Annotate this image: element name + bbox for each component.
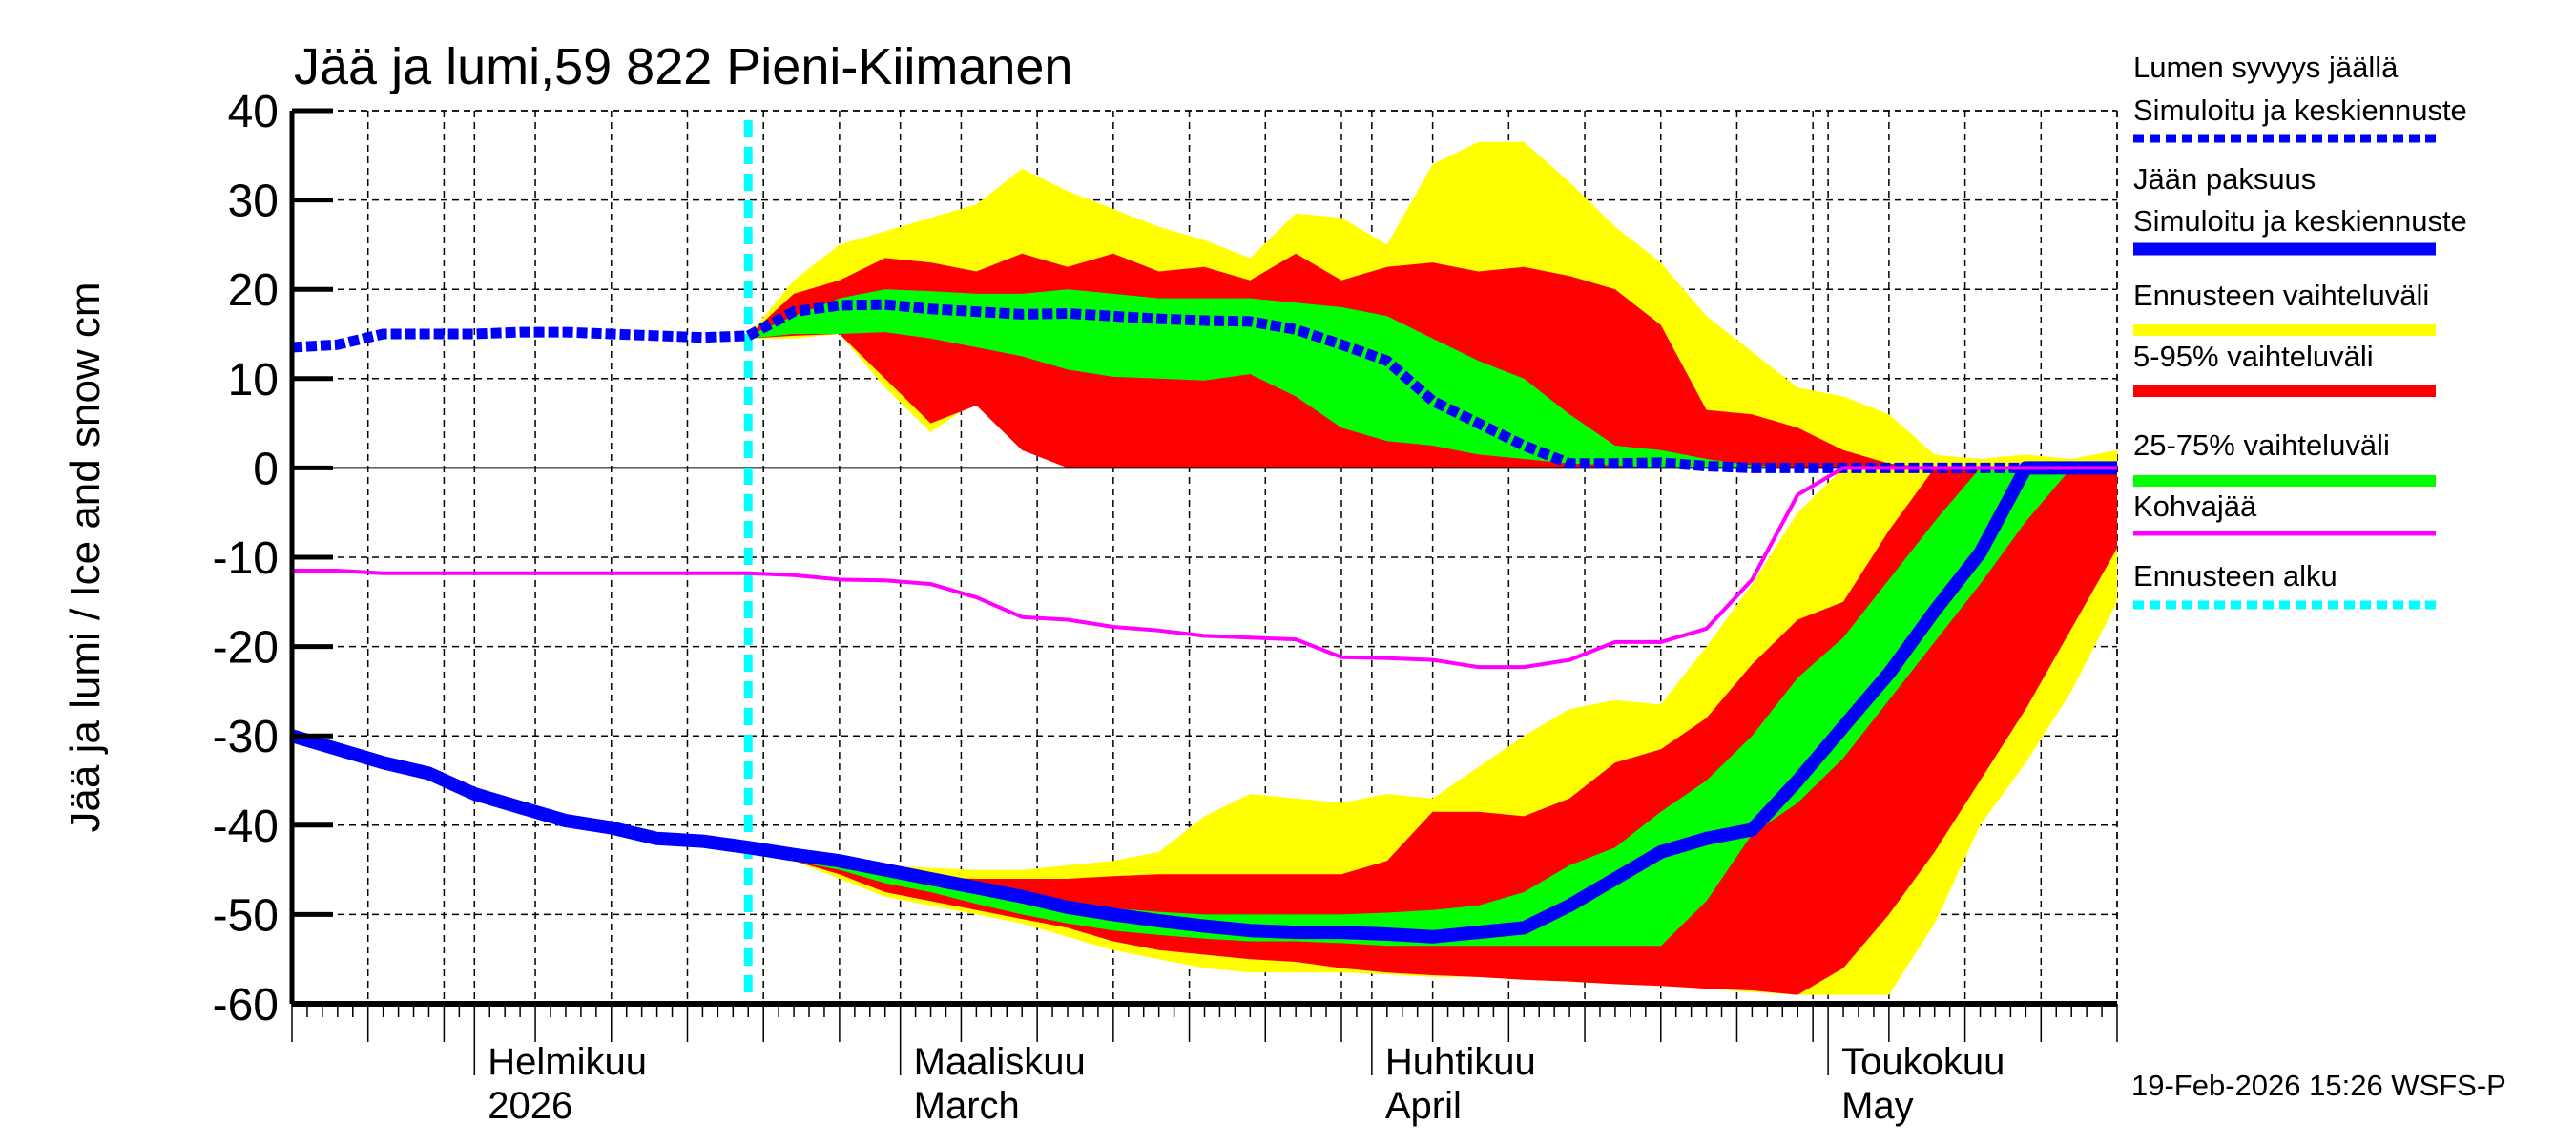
x-month-sublabel: May bbox=[1841, 1085, 1914, 1127]
chart-title: Jää ja lumi,59 822 Pieni-Kiimanen bbox=[294, 38, 1072, 95]
x-month-label: Helmikuu bbox=[488, 1041, 647, 1083]
legend-sublabel: Simuloitu ja keskiennuste bbox=[2133, 94, 2467, 127]
legend-label: Kohvajää bbox=[2133, 489, 2257, 523]
legend: Lumen syvyys jäällä Simuloitu ja keskienn… bbox=[2133, 51, 2467, 610]
x-month-label: Huhtikuu bbox=[1385, 1041, 1536, 1083]
series-snow-line bbox=[291, 299, 2117, 473]
x-month-label: Maaliskuu bbox=[914, 1041, 1086, 1083]
legend-label: 25-75% vaihteluväli bbox=[2133, 428, 2390, 462]
legend-label: 5-95% vaihteluväli bbox=[2133, 340, 2374, 373]
x-month-sublabel: 2026 bbox=[488, 1085, 572, 1127]
y-tick-label: -10 bbox=[213, 533, 279, 584]
x-month-sublabel: March bbox=[914, 1085, 1020, 1127]
forecast-bands bbox=[748, 141, 2117, 995]
series-kohva-line bbox=[292, 466, 2117, 670]
y-axis-label: Jää ja lumi / Ice and snow cm bbox=[62, 281, 109, 832]
y-tick-label: 30 bbox=[228, 177, 279, 227]
y-tick-label: 40 bbox=[228, 87, 279, 137]
y-tick-label: 20 bbox=[228, 265, 279, 316]
y-tick-label: -20 bbox=[213, 623, 279, 674]
x-month-label: Toukokuu bbox=[1841, 1041, 2005, 1083]
legend-sublabel: Simuloitu ja keskiennuste bbox=[2133, 204, 2467, 238]
series-ice-line bbox=[290, 461, 2117, 944]
band-range-5-95-4 bbox=[748, 468, 2117, 995]
legend-label: Ennusteen alku bbox=[2133, 559, 2337, 593]
x-month-sublabel: April bbox=[1385, 1085, 1462, 1127]
band-range-25-75-2 bbox=[748, 289, 2117, 468]
series-lines bbox=[290, 120, 2117, 1004]
y-tick-label: -60 bbox=[213, 980, 279, 1030]
y-tick-label: 10 bbox=[228, 355, 279, 406]
y-tick-label: -40 bbox=[213, 802, 279, 852]
timestamp: 19-Feb-2026 15:26 WSFS-P bbox=[2131, 1069, 2506, 1102]
y-tick-label: 0 bbox=[253, 444, 279, 494]
y-tick-label: -30 bbox=[213, 712, 279, 762]
legend-label: Jään paksuus bbox=[2133, 162, 2316, 196]
band-range-25-75-5 bbox=[748, 468, 2117, 947]
legend-label: Lumen syvyys jäällä bbox=[2133, 51, 2399, 84]
y-tick-label: -50 bbox=[213, 890, 279, 941]
legend-label: Ennusteen vaihteluväli bbox=[2133, 279, 2429, 312]
